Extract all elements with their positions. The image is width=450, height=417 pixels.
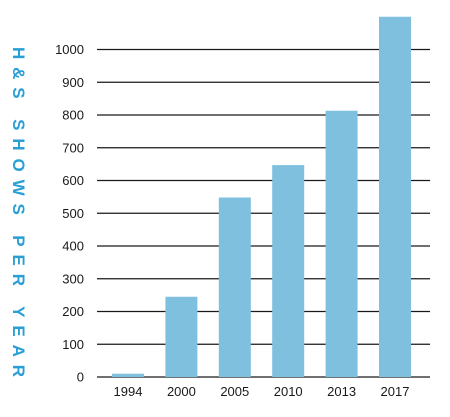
y-tick-label: 900 (62, 75, 84, 90)
bar-2000 (165, 296, 198, 377)
bar-1994 (112, 373, 144, 377)
x-tick-labels: 1994 2000 2005 2010 2013 2017 (114, 384, 410, 399)
y-tick-label: 100 (62, 337, 84, 352)
x-tick-label: 2010 (274, 384, 303, 399)
x-tick-label: 2000 (167, 384, 196, 399)
y-axis-label: H&S SHOWS PER YEAR (9, 47, 28, 377)
gridlines (97, 48, 430, 378)
y-tick-label: 1000 (55, 42, 84, 57)
y-tick-label: 600 (62, 173, 84, 188)
y-tick-label: 700 (62, 140, 84, 155)
y-tick-label: 800 (62, 108, 84, 123)
y-tick-label: 300 (62, 271, 84, 286)
y-tick-label: 0 (77, 370, 84, 385)
bars (112, 16, 411, 378)
bar-2013 (325, 110, 358, 378)
y-tick-label: 400 (62, 239, 84, 254)
x-tick-label: 2017 (381, 384, 410, 399)
x-tick-label: 2013 (327, 384, 356, 399)
y-tick-labels: 0 100 200 300 400 500 600 700 800 900 1000 (55, 42, 84, 385)
bar-2017 (379, 16, 411, 377)
x-tick-label: 1994 (114, 384, 143, 399)
y-tick-label: 500 (62, 206, 84, 221)
y-tick-label: 200 (62, 304, 84, 319)
x-tick-label: 2005 (220, 384, 249, 399)
bar-2010 (272, 165, 305, 377)
bar-2005 (218, 197, 251, 377)
